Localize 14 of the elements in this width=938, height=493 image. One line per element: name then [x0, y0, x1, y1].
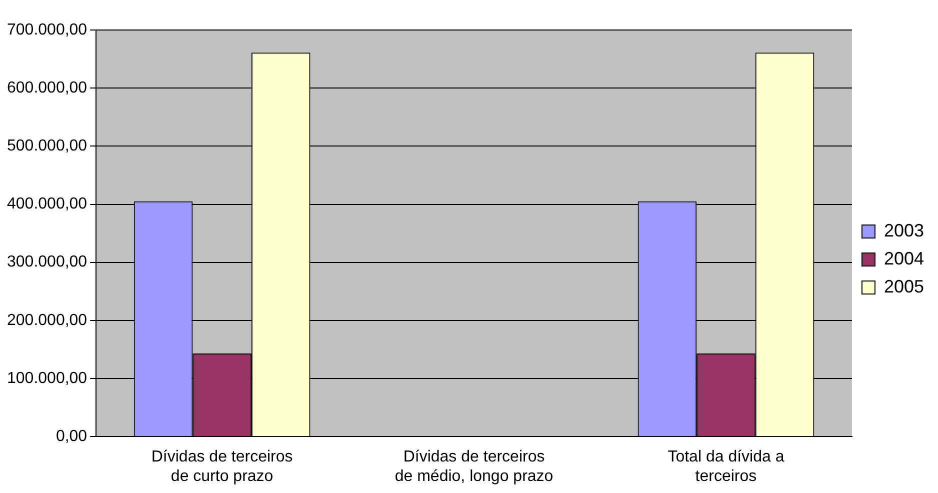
y-tick-label: 300.000,00 — [7, 254, 88, 271]
y-tick-label: 0,00 — [56, 428, 88, 446]
x-tick-label: Dívidas de terceiros de médio, longo prazo — [394, 448, 554, 485]
y-tick-label: 500.000,00 — [7, 138, 88, 155]
x-tick-label: Total da dívida a terceiros — [668, 448, 784, 485]
y-tick-label: 100.000,00 — [7, 370, 88, 387]
y-tick-label: 600.000,00 — [7, 79, 88, 96]
legend-label: 2005 — [884, 276, 924, 296]
x-tick-label: Dívidas de terceiros de curto prazo — [151, 448, 293, 485]
y-tick-label: 700.000,00 — [7, 21, 88, 38]
y-tick-label: 200.000,00 — [7, 312, 88, 329]
legend-label: 2004 — [884, 248, 924, 268]
y-tick-label: 400.000,00 — [7, 196, 88, 213]
legend-label: 2003 — [884, 220, 924, 240]
